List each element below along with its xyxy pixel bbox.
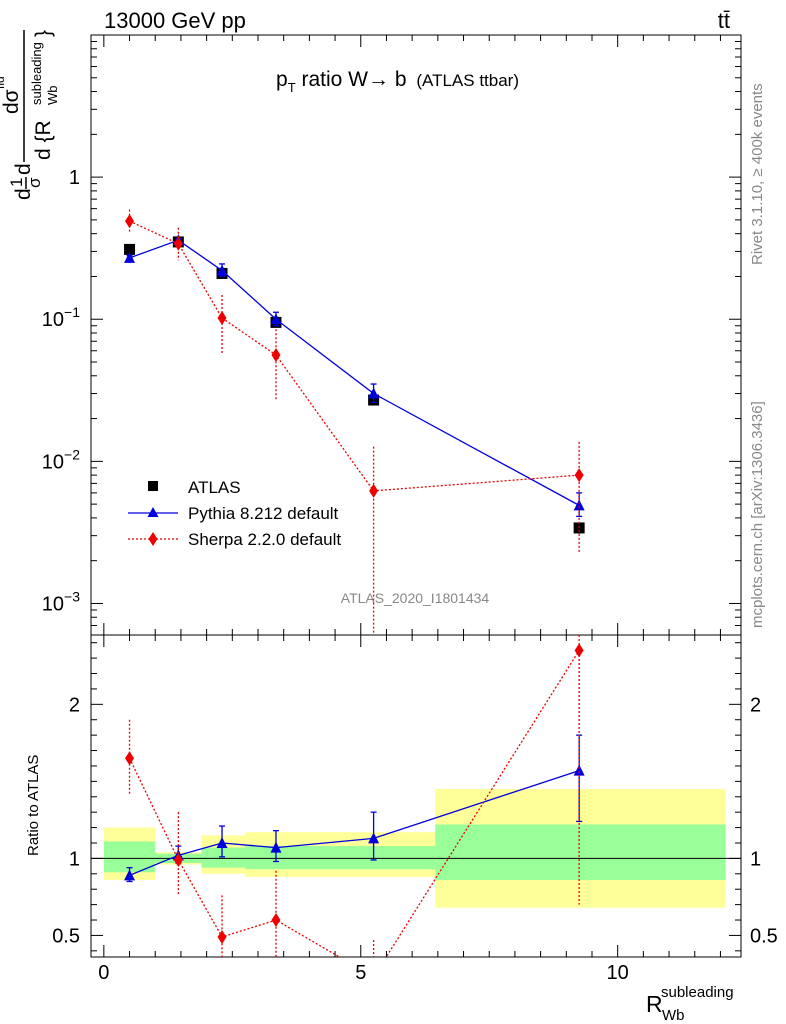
legend-pythia-marker <box>147 507 159 517</box>
legend-sherpa-label: Sherpa 2.2.0 default <box>188 530 341 549</box>
series-line <box>129 220 580 492</box>
ylabel-one: 1 <box>7 178 26 187</box>
rivet-label: Rivet 3.1.10, ≥ 400k events <box>749 83 766 265</box>
data-point <box>217 311 227 326</box>
title-small: (ATLAS ttbar) <box>416 71 519 90</box>
ylabel-d1: d <box>12 188 35 200</box>
data-point <box>574 468 584 483</box>
title-main: ratio W→ b <box>296 68 407 91</box>
data-point <box>368 387 380 399</box>
analysis-watermark: ATLAS_2020_I1801434 <box>341 590 490 606</box>
ratio-ytick-label-right: 1 <box>750 848 761 870</box>
main-ytick-label: 10−3 <box>42 588 80 615</box>
series-2 <box>125 209 584 635</box>
series-1 <box>124 234 585 518</box>
title-p: p <box>276 68 288 91</box>
band-inner <box>435 824 726 880</box>
ratio-point <box>173 852 183 867</box>
ylabel-densub: Wb <box>45 86 60 106</box>
ylabel-close: } <box>32 30 55 37</box>
legend-atlas-label: ATLAS <box>188 478 241 497</box>
main-ytick-label: 10−1 <box>42 304 80 331</box>
plot-title: pT ratio W→ b (ATLAS ttbar) <box>276 68 519 95</box>
main-ticks: 1 10−1 10−2 10−3 <box>42 34 741 636</box>
data-point <box>270 313 282 325</box>
ratio-series-1 <box>125 635 584 957</box>
ratio-ytick-label-right: 0.5 <box>750 925 778 947</box>
ylabel-num: dσ <box>0 89 23 114</box>
data-point <box>216 264 228 276</box>
main-series <box>124 209 585 635</box>
data-point <box>173 236 183 251</box>
ratio-point <box>368 832 380 844</box>
ylabel-numsup: fid <box>0 76 7 89</box>
band-inner <box>201 847 246 868</box>
data-point <box>124 251 136 263</box>
main-ytick-label: 10−2 <box>42 446 80 473</box>
data-point <box>271 348 281 363</box>
ylabel-densup: subleading <box>29 42 44 105</box>
ratio-ytick-label: 1 <box>69 848 80 870</box>
ratio-xtick-label: 5 <box>355 962 366 984</box>
data-point <box>124 243 136 255</box>
ylabel-d2: d <box>12 163 35 175</box>
data-point <box>573 522 585 534</box>
xlabel-main: R <box>646 991 663 1017</box>
ratio-point <box>574 643 584 658</box>
ratio-xlabel: R <box>646 991 663 1017</box>
legend-pythia-label: Pythia 8.212 default <box>188 504 339 523</box>
data-point <box>573 499 585 511</box>
ratio-ytick-label: 0.5 <box>52 925 80 947</box>
ratio-point <box>271 913 281 928</box>
ylabel-sigma: σ <box>25 177 44 188</box>
band-inner <box>245 846 436 870</box>
main-ytick-label: 1 <box>69 167 80 189</box>
data-point <box>369 483 379 498</box>
main-ylabel: d 1 σ d dσ fid d {R Wb subleading } <box>0 30 60 200</box>
mcplots-label: mcplots.cern.ch [arXiv:1306.3436] <box>749 401 766 628</box>
ratio-series <box>124 635 585 957</box>
ratio-xtick-label: 0 <box>98 962 109 984</box>
main-panel: 1 10−1 10−2 10−3 pT ratio W→ b (ATLAS ttbar… <box>0 30 742 636</box>
legend: ATLAS Pythia 8.212 default Sherpa 2.2.0 … <box>128 478 341 549</box>
ratio-ytick-label-right: 2 <box>750 694 761 716</box>
ratio-xlabel-sup: subleading <box>661 984 734 1001</box>
ratio-line <box>129 769 580 876</box>
ratio-bands <box>103 789 726 908</box>
ratio-point <box>124 869 136 881</box>
ratio-point <box>125 751 135 766</box>
data-point <box>125 214 135 229</box>
title-sub: T <box>288 80 296 95</box>
legend-sherpa-marker <box>148 532 158 546</box>
ratio-ytick-label: 2 <box>69 694 80 716</box>
ratio-ticks: 0.5 0.5 1 1 2 2 0 5 10 <box>52 635 778 984</box>
ylabel-den: d {R <box>32 120 55 160</box>
ratio-line <box>128 650 580 957</box>
ratio-point <box>270 841 282 853</box>
ratio-xtick-label: 10 <box>607 962 629 984</box>
series-line <box>129 239 580 506</box>
ratio-point <box>217 929 227 944</box>
ratio-frame <box>90 634 742 958</box>
process-label: tt̄ <box>718 8 730 33</box>
ratio-point <box>216 836 228 848</box>
collision-label: 13000 GeV pp <box>104 8 246 33</box>
ratio-point <box>573 764 585 776</box>
ratio-xlabel-sub: Wb <box>662 1007 685 1024</box>
legend-atlas-marker <box>148 481 158 491</box>
ratio-ylabel: Ratio to ATLAS <box>25 755 42 856</box>
ratio-panel: 0.5 0.5 1 1 2 2 0 5 10 Ratio to ATLAS R subleadi… <box>25 634 778 1024</box>
